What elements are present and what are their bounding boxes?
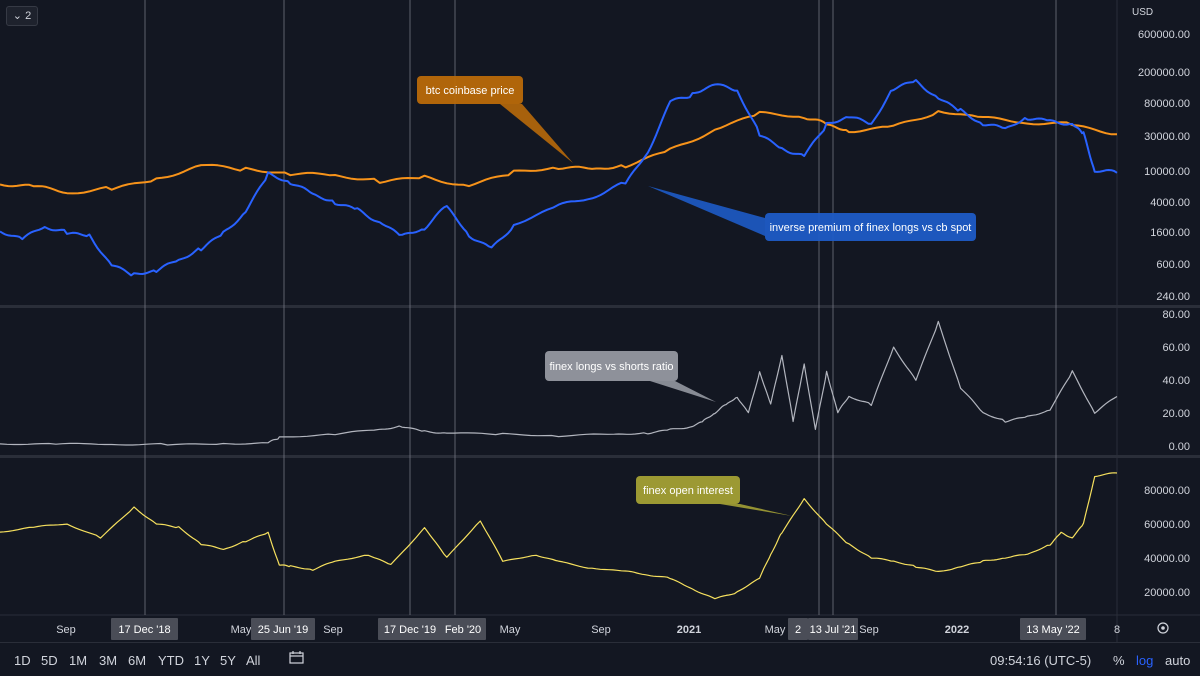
y-tick-label: 20000.00 (1144, 587, 1190, 599)
x-tick-label: May (231, 624, 252, 636)
annotation-label: btc coinbase price (426, 85, 515, 97)
range-1d-button[interactable]: 1D (14, 653, 31, 668)
highlighted-date-box (1020, 618, 1086, 640)
annotation-bubble (636, 476, 740, 504)
series-line-btc-coinbase-price (0, 110, 1117, 195)
highlighted-date-label: Feb '20 (445, 624, 481, 636)
annotation-tail (720, 504, 792, 516)
annotation-tail (650, 381, 716, 402)
annotation-tail (500, 104, 573, 163)
collapse-panes-button[interactable]: ⌄ 2 (6, 6, 38, 26)
highlighted-date-box (440, 618, 486, 640)
y-tick-label: 40.00 (1162, 375, 1190, 387)
x-tick-label: Sep (56, 624, 76, 636)
settings-gear-icon-center (1161, 626, 1165, 630)
log-scale-button[interactable]: log (1136, 653, 1154, 668)
highlighted-date-box (788, 618, 808, 640)
auto-scale-button[interactable]: auto (1165, 653, 1191, 668)
pane-separator-2 (0, 455, 1200, 458)
highlighted-date-label: 2 (795, 624, 801, 636)
y-tick-label: 40000.00 (1144, 553, 1190, 565)
y-tick-label: 4000.00 (1150, 197, 1190, 209)
y-tick-label: 80000.00 (1144, 485, 1190, 497)
currency-label: USD (1132, 7, 1153, 18)
x-tick-label: 8 (1114, 624, 1120, 636)
annotation-bubble (765, 213, 976, 241)
x-tick-label: May (765, 624, 786, 636)
y-tick-label: 60000.00 (1144, 519, 1190, 531)
highlighted-date-label: 25 Jun '19 (258, 624, 308, 636)
x-tick-label: Sep (323, 624, 343, 636)
y-tick-label: 1600.00 (1150, 227, 1190, 239)
range-ytd-button[interactable]: YTD (158, 653, 184, 668)
range-5d-button[interactable]: 5D (41, 653, 58, 668)
settings-gear-icon (1157, 622, 1169, 634)
annotation-tail (648, 186, 765, 236)
highlighted-date-label: 13 May '22 (1026, 624, 1079, 636)
y-tick-label: 80000.00 (1144, 98, 1190, 110)
highlighted-date-label: 17 Dec '19 (384, 624, 436, 636)
x-tick-label: 2022 (945, 624, 969, 636)
highlighted-date-box (808, 618, 858, 640)
range-1m-button[interactable]: 1M (69, 653, 88, 668)
annotation-label: finex open interest (643, 485, 733, 497)
highlighted-date-box (378, 618, 442, 640)
highlighted-date-label: 17 Dec '18 (118, 624, 170, 636)
date-range-icon[interactable] (288, 650, 306, 669)
series-line-finex-longs-vs-shorts-ratio (0, 320, 1118, 446)
percent-scale-button[interactable]: % (1113, 653, 1125, 668)
y-tick-label: 600000.00 (1138, 29, 1190, 41)
x-tick-label: 2021 (677, 624, 701, 636)
range-1y-button[interactable]: 1Y (194, 653, 210, 668)
y-tick-label: 20.00 (1162, 408, 1190, 420)
range-6m-button[interactable]: 6M (128, 653, 147, 668)
range-5y-button[interactable]: 5Y (220, 653, 236, 668)
x-tick-label: Sep (591, 624, 611, 636)
range-3m-button[interactable]: 3M (99, 653, 118, 668)
annotation-label: finex longs vs shorts ratio (549, 361, 673, 373)
annotation-bubble (545, 351, 678, 381)
clock-readout[interactable]: 09:54:16 (UTC-5) (990, 653, 1092, 668)
y-tick-label: 80.00 (1162, 309, 1190, 321)
x-tick-label: May (500, 624, 521, 636)
pane-separator-1 (0, 305, 1200, 308)
series-line-inverse-premium-of-finex-longs-vs-cb-spot (0, 79, 1118, 277)
y-tick-label: 60.00 (1162, 342, 1190, 354)
y-tick-label: 30000.00 (1144, 131, 1190, 143)
highlighted-date-box (251, 618, 315, 640)
y-tick-label: 600.00 (1156, 259, 1190, 271)
annotation-bubble (417, 76, 523, 104)
range-all-button[interactable]: All (246, 653, 261, 668)
x-tick-label: Sep (859, 624, 879, 636)
bottom-toolbar: 1D 5D 1M 3M 6M YTD 1Y 5Y All 09:54:16 (U… (0, 642, 1200, 676)
y-tick-label: 240.00 (1156, 291, 1190, 303)
chart-canvas[interactable]: USD 600000.00 200000.00 80000.00 30000.00 100… (0, 0, 1200, 642)
y-tick-label: 200000.00 (1138, 67, 1190, 79)
annotation-label: inverse premium of finex longs vs cb spo… (770, 222, 972, 234)
y-tick-label: 10000.00 (1144, 166, 1190, 178)
highlighted-date-box (111, 618, 178, 640)
series-line-finex-open-interest (0, 472, 1118, 600)
y-tick-label: 0.00 (1169, 441, 1190, 453)
highlighted-date-label: 13 Jul '21 (810, 624, 857, 636)
